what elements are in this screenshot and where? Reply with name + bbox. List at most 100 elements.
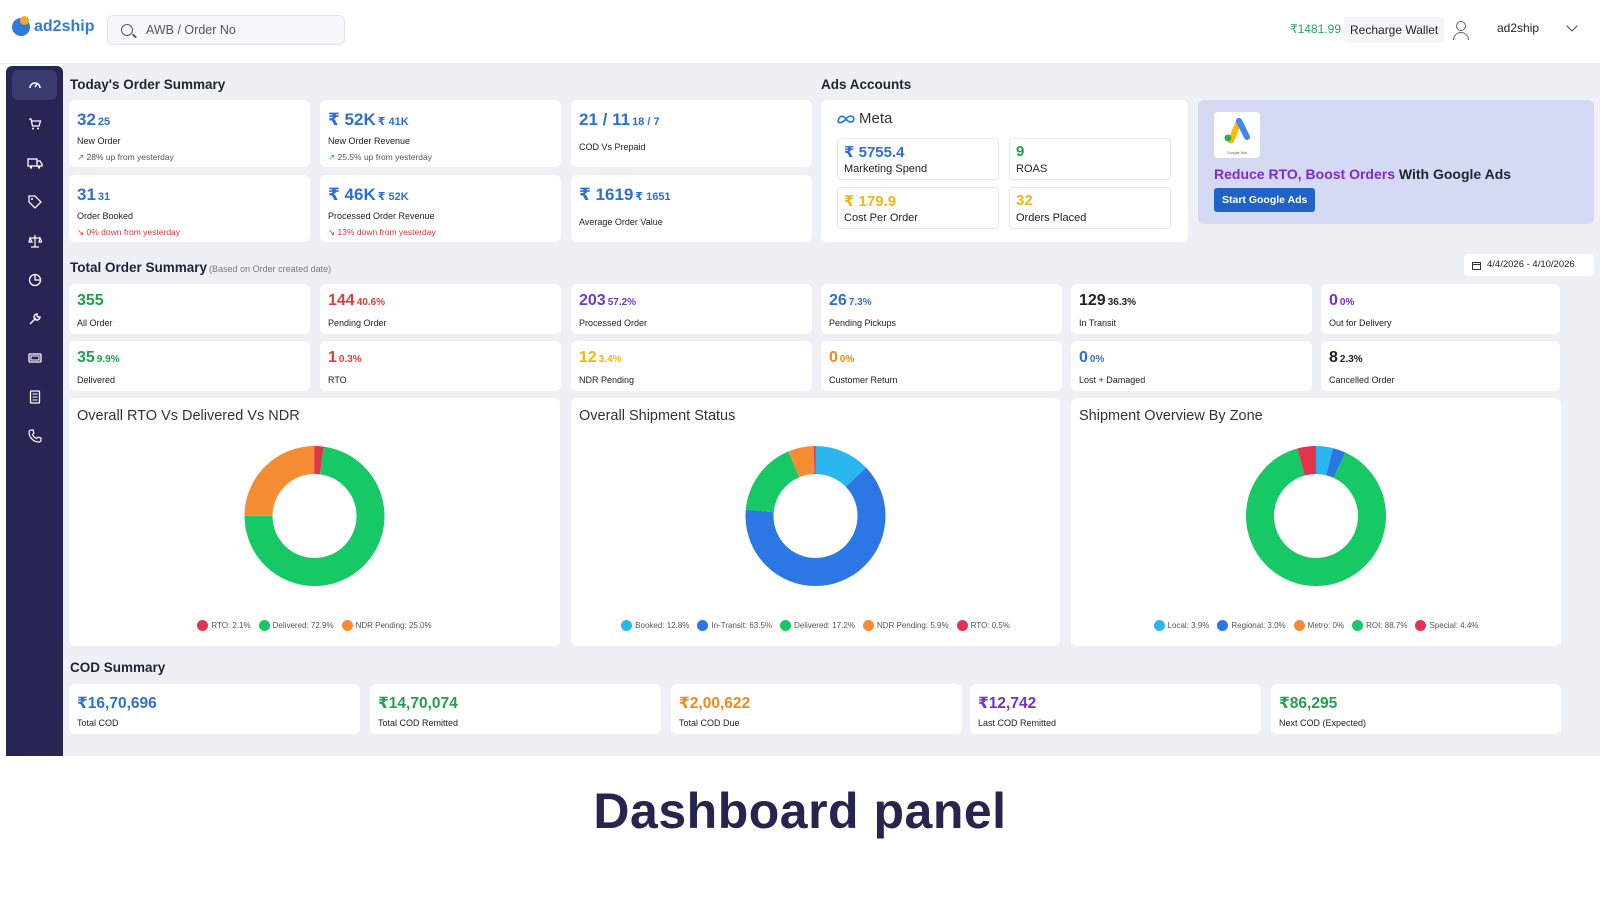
- total-order-card[interactable]: 203 57.2% Processed Order: [571, 284, 812, 334]
- logo[interactable]: ad2ship: [12, 16, 94, 36]
- legend-item[interactable]: NDR Pending: 25.0%: [341, 620, 432, 631]
- sidebar-item-shipments[interactable]: [12, 148, 57, 178]
- start-google-ads-button[interactable]: Start Google Ads: [1214, 188, 1316, 212]
- order-booked-card[interactable]: 31 31 Order Booked ↘ 0% down from yesterd…: [69, 175, 310, 242]
- total-order-card[interactable]: 0 0% Customer Return: [821, 341, 1062, 391]
- cod-prepaid-label: COD Vs Prepaid: [579, 142, 646, 152]
- legend-item[interactable]: Delivered: 17.2%: [780, 620, 855, 631]
- legend-swatch: [1293, 620, 1305, 631]
- legend-label: In-Transit: 63.5%: [711, 621, 773, 630]
- legend-swatch: [1352, 620, 1364, 631]
- cost-per-order-box: ₹ 179.9 Cost Per Order: [837, 187, 999, 229]
- billing-icon: [27, 353, 42, 363]
- calendar-icon: [1472, 261, 1481, 270]
- total-order-value: 203 57.2%: [579, 292, 637, 309]
- total-order-card[interactable]: 26 7.3% Pending Pickups: [821, 284, 1062, 334]
- donut-slice[interactable]: [244, 446, 385, 586]
- google-ads-promo: Google Ads Reduce RTO, Boost Orders With…: [1198, 100, 1594, 224]
- legend-swatch: [1153, 620, 1165, 631]
- pie-icon: [28, 273, 41, 287]
- ads-accounts-title: Ads Accounts: [821, 77, 912, 92]
- legend-label: Delivered: 17.2%: [794, 621, 855, 630]
- cod-card[interactable]: ₹14,70,074 Total COD Remitted: [370, 684, 661, 734]
- sidebar-item-billing[interactable]: [12, 343, 57, 373]
- total-order-card[interactable]: 0 0% Out for Delivery: [1321, 284, 1560, 334]
- legend-item[interactable]: Delivered: 72.9%: [258, 620, 334, 631]
- donut-slice[interactable]: [745, 446, 886, 586]
- total-order-card[interactable]: 129 36.3% In Transit: [1071, 284, 1312, 334]
- username[interactable]: ad2ship: [1497, 21, 1540, 35]
- total-order-label: Pending Order: [328, 318, 387, 328]
- total-order-value: 355: [77, 292, 104, 309]
- total-order-value: 1 0.3%: [328, 349, 362, 366]
- cod-card[interactable]: ₹12,742 Last COD Remitted: [970, 684, 1261, 734]
- legend-item[interactable]: Special: 4.4%: [1415, 620, 1478, 631]
- sidebar-item-dashboard[interactable]: [12, 70, 57, 100]
- new-revenue-card[interactable]: ₹ 52K ₹ 41K New Order Revenue ↗ 25.5% up …: [320, 100, 561, 167]
- cod-card[interactable]: ₹2,00,622 Total COD Due: [671, 684, 962, 734]
- sidebar-item-tags[interactable]: [12, 187, 57, 217]
- phone-icon: [27, 429, 42, 443]
- total-order-value: 0 0%: [829, 349, 855, 366]
- sidebar-item-reports[interactable]: [12, 265, 57, 295]
- total-order-value: 129 36.3%: [1079, 292, 1137, 309]
- donut-slice[interactable]: [1246, 446, 1386, 586]
- donut-slice[interactable]: [1246, 446, 1386, 586]
- total-order-card[interactable]: 144 40.6% Pending Order: [320, 284, 561, 334]
- cod-value: ₹12,742: [978, 695, 1037, 712]
- total-order-card[interactable]: 0 0% Lost + Damaged: [1071, 341, 1312, 391]
- total-order-card[interactable]: 12 3.4% NDR Pending: [571, 341, 812, 391]
- google-ads-icon: [1224, 118, 1250, 143]
- total-order-value: 35 9.9%: [77, 349, 120, 366]
- chevron-down-icon[interactable]: [1566, 20, 1578, 32]
- processed-revenue-card[interactable]: ₹ 46K ₹ 52K Processed Order Revenue ↘ 13%…: [320, 175, 561, 242]
- cod-card[interactable]: ₹86,295 Next COD (Expected): [1271, 684, 1561, 734]
- total-order-label: In Transit: [1079, 318, 1117, 328]
- total-order-card[interactable]: 8 2.3% Cancelled Order: [1321, 341, 1560, 391]
- user-icon[interactable]: [1451, 19, 1469, 41]
- legend-item[interactable]: Local: 3.9%: [1153, 620, 1209, 631]
- total-order-card[interactable]: 1 0.3% RTO: [320, 341, 561, 391]
- date-range-picker[interactable]: 4/4/2026 - 4/10/2026: [1464, 254, 1594, 276]
- sidebar-item-tools[interactable]: [12, 304, 57, 334]
- search-input[interactable]: AWB / Order No: [107, 15, 345, 45]
- chart-title: Shipment Overview By Zone: [1079, 408, 1263, 424]
- chart-title: Overall Shipment Status: [579, 408, 736, 424]
- new-revenue-label: New Order Revenue: [328, 136, 411, 146]
- legend-item[interactable]: RTO: 0.5%: [956, 620, 1010, 631]
- new-order-label: New Order: [77, 136, 121, 146]
- legend-item[interactable]: RTO: 2.1%: [197, 620, 251, 631]
- aov-card[interactable]: ₹ 1619 ₹ 1651 Average Order Value: [571, 175, 812, 242]
- sidebar-item-orders[interactable]: [12, 109, 57, 139]
- legend-item[interactable]: Booked: 12.8%: [621, 620, 689, 631]
- order-booked-change: ↘ 0% down from yesterday: [77, 227, 181, 237]
- sidebar-item-weight[interactable]: [12, 226, 57, 256]
- new-order-card[interactable]: 32 25 New Order ↗ 28% up from yesterday: [69, 100, 310, 167]
- total-order-value: 8 2.3%: [1329, 349, 1363, 366]
- legend-item[interactable]: Regional: 3.0%: [1217, 620, 1286, 631]
- donut-slice[interactable]: [244, 446, 385, 586]
- legend-item[interactable]: In-Transit: 63.5%: [697, 620, 772, 631]
- donut-slice[interactable]: [745, 446, 886, 586]
- chart-legend: RTO: 2.1% Delivered: 72.9% NDR Pending: 25…: [69, 620, 560, 631]
- legend-label: Metro: 0%: [1307, 621, 1345, 630]
- total-order-card[interactable]: 35 9.9% Delivered: [69, 341, 310, 391]
- recharge-wallet-button[interactable]: Recharge Wallet: [1344, 17, 1445, 43]
- cod-card[interactable]: ₹16,70,696 Total COD: [69, 684, 360, 734]
- donut-chart: [244, 446, 385, 586]
- cod-value: ₹86,295: [1279, 695, 1338, 712]
- legend-item[interactable]: NDR Pending: 5.9%: [862, 620, 949, 631]
- google-ads-logo: Google Ads: [1214, 112, 1260, 158]
- sidebar-item-support[interactable]: [12, 421, 57, 451]
- sidebar-item-documents[interactable]: [12, 382, 57, 412]
- cod-summary-title: COD Summary: [70, 660, 166, 675]
- promo-headline: Reduce RTO, Boost Orders With Google Ads: [1214, 166, 1512, 182]
- total-order-label: Processed Order: [579, 318, 648, 328]
- legend-item[interactable]: ROI: 88.7%: [1352, 620, 1407, 631]
- legend-item[interactable]: Metro: 0%: [1293, 620, 1345, 631]
- main-content: Today's Order Summary 32 25 New Order ↗ 2…: [63, 64, 1600, 756]
- total-order-value: 12 3.4%: [579, 349, 622, 366]
- total-order-card[interactable]: 355 All Order: [69, 284, 310, 334]
- cod-value: ₹14,70,074: [378, 695, 458, 712]
- cod-prepaid-card[interactable]: 21 / 11 18 / 7 COD Vs Prepaid: [571, 100, 812, 167]
